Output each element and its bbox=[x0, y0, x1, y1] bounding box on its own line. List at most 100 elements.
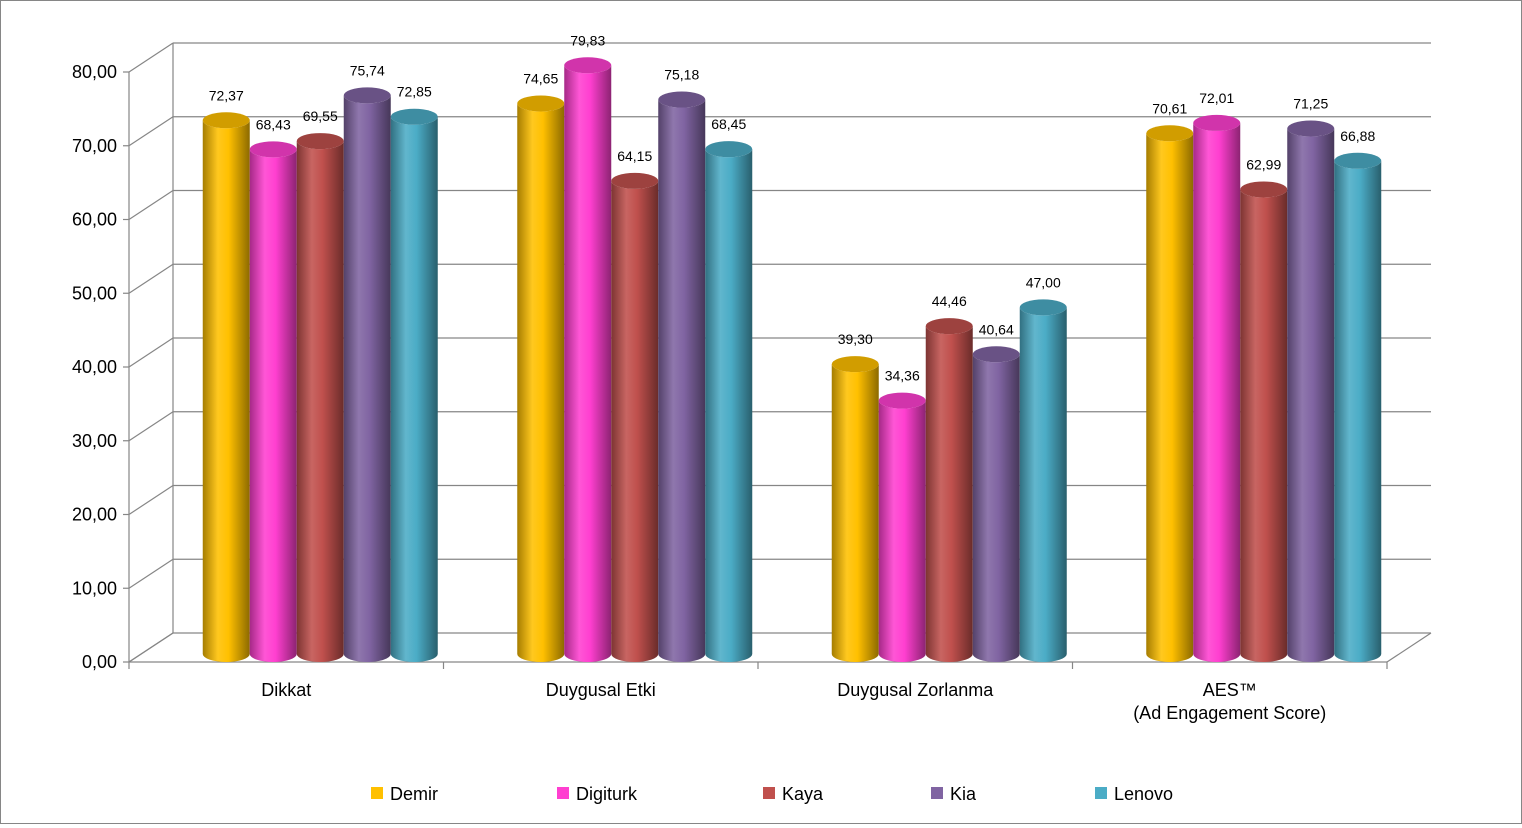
x-tick-label: Dikkat bbox=[261, 680, 311, 700]
y-tick-label: 80,00 bbox=[72, 62, 117, 82]
data-label: 75,74 bbox=[350, 62, 385, 78]
legend-swatch-kaya bbox=[763, 787, 775, 799]
bars bbox=[202, 57, 1382, 663]
bar-lenovo bbox=[1019, 307, 1067, 662]
data-label: 72,85 bbox=[397, 84, 432, 100]
gridline-diagonal bbox=[128, 558, 174, 589]
bar-demir bbox=[517, 103, 565, 663]
bar-top-kaya bbox=[611, 172, 659, 189]
bar-top-lenovo bbox=[1334, 152, 1382, 169]
gridline-diagonal bbox=[128, 116, 174, 147]
gridline-diagonal bbox=[128, 337, 174, 368]
data-label: 69,55 bbox=[303, 108, 338, 124]
x-tick-label: Duygusal Etki bbox=[546, 680, 656, 700]
gridline-diagonal bbox=[128, 189, 174, 221]
data-label: 44,46 bbox=[932, 293, 967, 309]
y-tick-label: 40,00 bbox=[72, 357, 117, 377]
bar-top-lenovo bbox=[1019, 299, 1067, 316]
bar-demir bbox=[1146, 133, 1194, 663]
legend: Demir Digiturk Kaya Kia Lenovo bbox=[371, 784, 1173, 804]
bar-kaya bbox=[925, 326, 973, 662]
bar-top-kaya bbox=[925, 318, 973, 335]
gridline-diagonal bbox=[128, 632, 174, 663]
data-label: 39,30 bbox=[838, 331, 873, 347]
bar-digiturk bbox=[878, 400, 926, 662]
data-label: 71,25 bbox=[1293, 96, 1328, 112]
gridline-diagonal bbox=[128, 484, 174, 516]
data-label: 68,43 bbox=[256, 116, 291, 132]
bar-digiturk bbox=[1193, 122, 1241, 662]
bar-kaya bbox=[611, 180, 659, 663]
bar-digiturk bbox=[249, 149, 297, 663]
bar-kia bbox=[972, 354, 1020, 662]
bar-kaya bbox=[296, 141, 344, 663]
data-label: 72,37 bbox=[209, 87, 244, 103]
y-tick-label: 10,00 bbox=[72, 578, 117, 598]
x-tick-label: Duygusal Zorlanma bbox=[837, 680, 994, 700]
legend-swatch-kia bbox=[931, 787, 943, 799]
legend-swatch-digiturk bbox=[557, 787, 569, 799]
bar-top-digiturk bbox=[1193, 114, 1241, 131]
bar-kaya bbox=[1240, 189, 1288, 663]
data-label: 75,18 bbox=[664, 67, 699, 83]
data-label: 79,83 bbox=[570, 32, 605, 48]
bar-kia bbox=[658, 99, 706, 663]
floor-right-edge bbox=[1386, 632, 1432, 663]
bar-top-kaya bbox=[296, 133, 344, 150]
bar-top-digiturk bbox=[249, 141, 297, 158]
data-label: 70,61 bbox=[1152, 100, 1187, 116]
y-tick-label: 70,00 bbox=[72, 136, 117, 156]
bar-top-digiturk bbox=[878, 392, 926, 409]
bar-top-demir bbox=[1146, 125, 1194, 142]
legend-label-demir: Demir bbox=[390, 784, 438, 804]
data-label: 72,01 bbox=[1199, 90, 1234, 106]
bar-top-kaya bbox=[1240, 181, 1288, 198]
legend-swatch-demir bbox=[371, 787, 383, 799]
gridline-diagonal bbox=[128, 42, 174, 73]
y-tick-label: 20,00 bbox=[72, 505, 117, 525]
legend-swatch-lenovo bbox=[1095, 787, 1107, 799]
bar-demir bbox=[202, 120, 250, 663]
bar-top-lenovo bbox=[390, 108, 438, 125]
gridline-diagonal bbox=[128, 411, 174, 442]
data-label: 34,36 bbox=[885, 368, 920, 384]
data-label: 74,65 bbox=[523, 70, 558, 86]
legend-label-kia: Kia bbox=[950, 784, 977, 804]
legend-label-digiturk: Digiturk bbox=[576, 784, 638, 804]
data-label: 66,88 bbox=[1340, 128, 1375, 144]
bar-demir bbox=[831, 364, 879, 662]
bar-top-digiturk bbox=[564, 57, 612, 74]
bar-lenovo bbox=[705, 149, 753, 662]
bar-kia bbox=[343, 95, 391, 663]
bar-top-kia bbox=[1287, 120, 1335, 137]
bar-digiturk bbox=[564, 65, 612, 662]
bar-top-demir bbox=[202, 112, 250, 129]
y-tick-label: 50,00 bbox=[72, 283, 117, 303]
x-axis: Dikkat Duygusal Etki Duygusal Zorlanma AES™… bbox=[128, 661, 1388, 723]
data-label: 68,45 bbox=[711, 116, 746, 132]
y-tick-label: 0,00 bbox=[82, 652, 117, 672]
data-label: 40,64 bbox=[979, 321, 1014, 337]
bar-top-kia bbox=[343, 87, 391, 104]
bar-top-demir bbox=[517, 95, 565, 112]
bar-top-kia bbox=[658, 91, 706, 108]
data-label: 64,15 bbox=[617, 148, 652, 164]
y-tick-label: 30,00 bbox=[72, 431, 117, 451]
bar-kia bbox=[1287, 128, 1335, 662]
x-tick-label: AES™ bbox=[1203, 680, 1257, 700]
bar-top-demir bbox=[831, 356, 879, 373]
data-labels: 72,37 68,43 69,55 75,74 72,85 74,65 79,83 64,15… bbox=[209, 32, 1376, 383]
bar-lenovo bbox=[390, 116, 438, 662]
bar-top-kia bbox=[972, 346, 1020, 363]
data-label: 47,00 bbox=[1026, 274, 1061, 290]
y-tick-label: 60,00 bbox=[72, 210, 117, 230]
legend-label-lenovo: Lenovo bbox=[1114, 784, 1173, 804]
y-axis: 0,00 10,00 20,00 30,00 40,00 50,00 60,00 70,00 8… bbox=[72, 62, 130, 672]
x-tick-label: (Ad Engagement Score) bbox=[1133, 703, 1326, 723]
bar-top-lenovo bbox=[705, 141, 753, 158]
data-label: 62,99 bbox=[1246, 156, 1281, 172]
legend-label-kaya: Kaya bbox=[782, 784, 824, 804]
bar-lenovo bbox=[1334, 160, 1382, 662]
